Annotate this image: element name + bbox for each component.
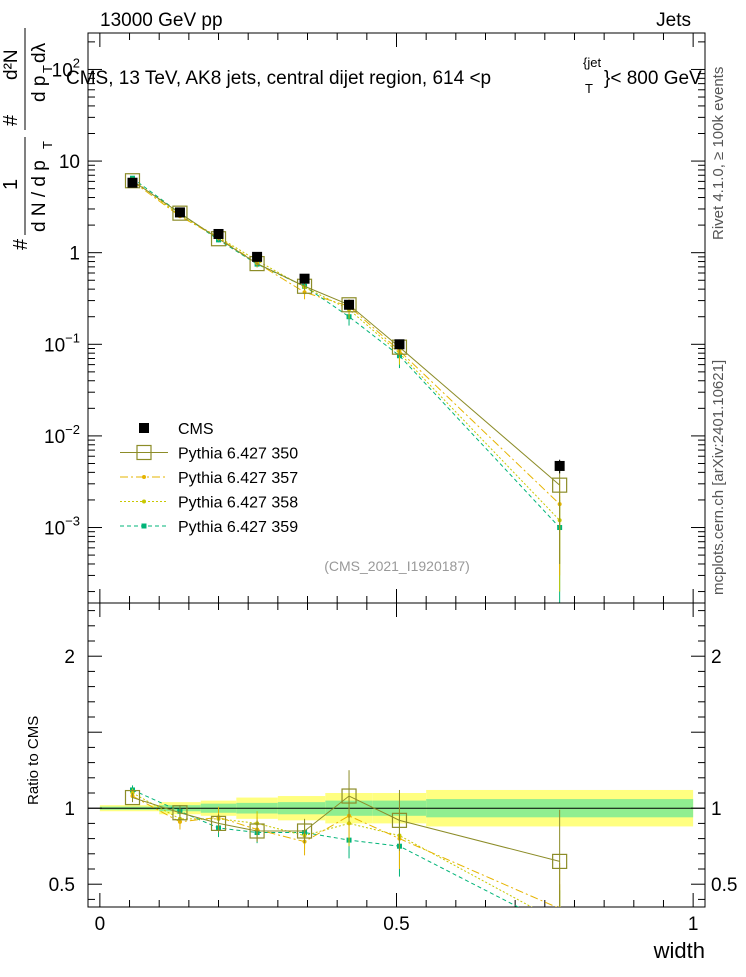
legend-label: CMS [178, 421, 214, 438]
series-p359 [129, 175, 563, 603]
legend-item-data: CMS [139, 421, 214, 438]
ratio-y-tick-label-right: 0.5 [711, 875, 737, 896]
tick-exponent: 2 [73, 55, 80, 70]
title-subscript: T [585, 81, 593, 96]
ylabel-frac-den-sub: T [40, 141, 55, 149]
legend-marker [142, 499, 146, 504]
rivet-version-label: Rivet 4.1.0, ≥ 100k events [710, 67, 727, 240]
data-point [299, 273, 310, 284]
tick-base: 1 [69, 244, 80, 265]
ratio-plot-panel: 0.5 0.5 1 1 2 2 0 0.5 1 Ratio to CMS width [25, 602, 737, 963]
ratio-line-p357 [132, 795, 558, 907]
ratio-point [341, 788, 357, 804]
ratio-series-p350 [124, 770, 568, 907]
series-line-p350 [132, 180, 560, 486]
ratio-point [177, 819, 182, 824]
legend-marker [141, 523, 147, 529]
legend-marker [136, 444, 152, 461]
main-y-tick-label: 10 [59, 152, 80, 173]
tick-base: 10 [52, 60, 73, 81]
legend-label: Pythia 6.427 359 [178, 519, 298, 536]
ylabel-frac-den: d N / d p [29, 160, 50, 232]
main-y-tick-label: 1 [69, 244, 80, 265]
legend-label: Pythia 6.427 350 [178, 446, 298, 463]
ratio-point [552, 853, 568, 870]
data-point [341, 297, 357, 313]
ylabel-den-tail: dλ [29, 42, 50, 63]
x-axis-label: width [653, 938, 705, 963]
ylabel-prefix: # [10, 238, 32, 250]
data-point [172, 205, 188, 221]
data-point [252, 251, 263, 262]
ratio-y-tick-label: 0.5 [49, 875, 75, 896]
title-superscript: {jet [583, 55, 601, 70]
x-tick-label: 1 [688, 914, 699, 935]
title-main: CMS, 13 TeV, AK8 jets, central dijet reg… [66, 68, 491, 89]
ratio-y-tick-label-right: 2 [711, 647, 722, 668]
main-frame [87, 32, 706, 604]
data-point [174, 207, 185, 218]
tick-exponent: −2 [65, 422, 80, 437]
ylabel-frac-num: 1 [0, 179, 22, 190]
ylabel-den: d p [29, 76, 50, 102]
data-point [344, 299, 355, 310]
ratio-frame [87, 602, 706, 908]
legend-item-p359: Pythia 6.427 359 [120, 519, 298, 536]
tick-base: 10 [59, 152, 80, 173]
legend-item-p358: Pythia 6.427 358 [120, 495, 298, 512]
legend: CMS Pythia 6.427 350 Pythia 6.427 357 Pythi… [120, 421, 298, 536]
plot-title: CMS, 13 TeV, AK8 jets, central dijet reg… [66, 68, 491, 89]
legend-label: Pythia 6.427 358 [178, 495, 298, 512]
ratio-y-tick-label-right: 1 [711, 799, 722, 820]
legend-item-p357: Pythia 6.427 357 [120, 470, 298, 487]
main-y-tick-label: 10−2 [44, 422, 80, 448]
x-tick-label: 0 [95, 914, 106, 935]
legend-marker [142, 475, 146, 479]
tick-exponent: −1 [65, 330, 80, 345]
series-p357 [130, 179, 562, 576]
series-data [127, 177, 565, 474]
header-process-label: Jets [656, 10, 691, 31]
ylabel-num: d²N [1, 49, 22, 80]
data-point [394, 339, 405, 350]
ratio-point [172, 805, 188, 821]
data-point [552, 477, 568, 493]
x-tick-label: 0.5 [383, 914, 409, 935]
source-label: mcplots.cern.ch [arXiv:2401.10621] [710, 360, 727, 595]
data-point [127, 177, 138, 188]
tick-base: 10 [44, 335, 65, 356]
legend-label: Pythia 6.427 357 [178, 470, 298, 487]
ratio-point [249, 823, 265, 839]
ratio-point [124, 789, 141, 806]
ratio-y-tick-label: 2 [64, 647, 75, 668]
ratio-y-tick-label: 1 [64, 799, 75, 820]
ratio-point [296, 823, 313, 839]
ylabel-den-sub: T [40, 65, 55, 73]
main-y-tick-label: 10−3 [44, 514, 80, 540]
ratio-series-group [124, 770, 568, 931]
ratio-point [391, 812, 408, 828]
ratio-point [558, 920, 562, 924]
tick-exponent: −3 [65, 514, 80, 529]
legend-marker [139, 423, 149, 433]
tick-base: 10 [44, 519, 65, 540]
tick-base: 10 [44, 427, 65, 448]
watermark-analysis-id: (CMS_2021_I1920187) [324, 558, 470, 574]
title-tail: }< 800 GeV [604, 68, 702, 89]
series-line-p358 [132, 179, 561, 521]
main-y-tick-label: 102 [52, 55, 80, 81]
ratio-point [557, 926, 562, 931]
ratio-y-axis-label: Ratio to CMS [25, 716, 42, 805]
header-energy-label: 13000 GeV pp [100, 10, 223, 31]
data-point [554, 460, 565, 471]
ratio-point [210, 815, 227, 832]
main-y-tick-label: 10−1 [44, 330, 80, 356]
main-y-axis-label: # 1 d N / d p T # d²N d p T dλ [0, 28, 55, 250]
legend-item-p350: Pythia 6.427 350 [120, 444, 298, 463]
ylabel-hash2: # [0, 114, 22, 126]
data-point [213, 228, 224, 239]
